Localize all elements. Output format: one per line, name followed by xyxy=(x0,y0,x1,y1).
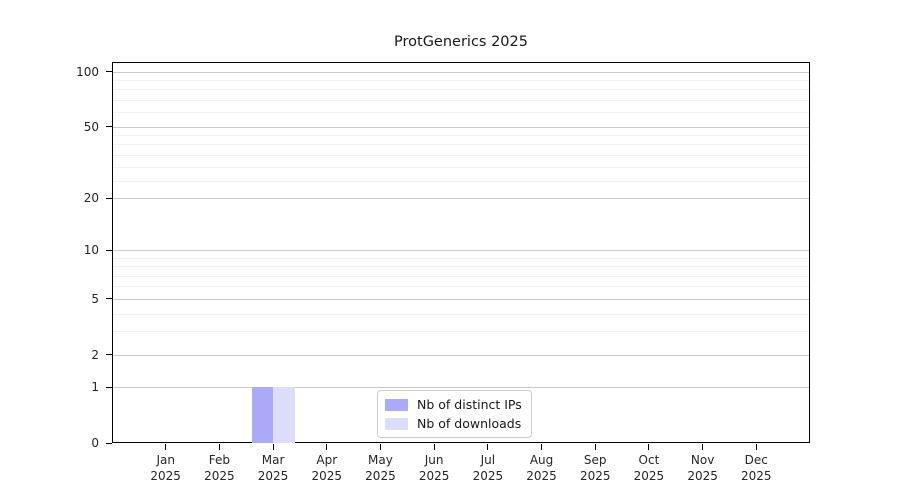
y-axis-tick-label: 1 xyxy=(91,380,99,395)
legend-label-distinct-ips: Nb of distinct IPs xyxy=(417,397,522,412)
x-axis-tick-label: Mar 2025 xyxy=(257,453,289,484)
legend: Nb of distinct IPs Nb of downloads xyxy=(377,390,532,438)
y-axis-tick xyxy=(106,126,112,128)
minor-gridline xyxy=(112,80,810,82)
x-axis-tick xyxy=(755,444,757,450)
x-axis-tick-label: Oct 2025 xyxy=(633,453,665,484)
major-gridline xyxy=(112,387,810,389)
bar-nb-of-downloads-mar xyxy=(273,387,295,443)
major-gridline xyxy=(112,354,810,356)
x-axis-tick-label: May 2025 xyxy=(365,453,396,484)
y-axis-tick-label: 5 xyxy=(91,291,99,306)
chart-title: ProtGenerics 2025 xyxy=(394,34,528,50)
x-axis-tick-label: Apr 2025 xyxy=(311,453,343,484)
x-axis-tick xyxy=(648,444,650,450)
x-axis-tick xyxy=(594,444,596,450)
minor-gridline xyxy=(112,135,810,136)
minor-gridline xyxy=(112,166,810,168)
major-gridline xyxy=(112,126,810,128)
plot-area xyxy=(112,62,810,443)
x-axis-tick xyxy=(379,444,381,450)
x-axis-tick xyxy=(165,444,167,450)
minor-gridline xyxy=(112,313,810,315)
y-axis-tick-label: 50 xyxy=(83,119,99,134)
minor-gridline xyxy=(112,286,810,288)
y-axis-tick xyxy=(106,71,112,73)
minor-gridline xyxy=(112,275,810,277)
y-axis-tick xyxy=(106,298,112,300)
minor-gridline xyxy=(112,89,810,91)
y-axis-tick xyxy=(106,442,112,444)
x-axis-tick-label: Aug 2025 xyxy=(526,453,557,484)
minor-gridline xyxy=(112,112,810,114)
legend-item-distinct-ips: Nb of distinct IPs xyxy=(385,397,522,412)
x-axis-tick-label: Sep 2025 xyxy=(579,453,611,484)
x-axis-tick xyxy=(218,444,220,450)
x-axis-tick-label: Nov 2025 xyxy=(687,453,718,484)
major-gridline xyxy=(112,298,810,300)
x-axis-tick-label: Dec 2025 xyxy=(741,453,772,484)
y-axis-tick xyxy=(106,386,112,388)
y-axis-tick-label: 100 xyxy=(76,64,99,79)
x-axis-tick-label: Jun 2025 xyxy=(418,453,450,484)
major-gridline xyxy=(112,198,810,200)
x-axis-tick xyxy=(433,444,435,450)
y-axis-tick-label: 20 xyxy=(83,191,99,206)
y-axis-tick-label: 10 xyxy=(83,243,99,258)
major-gridline xyxy=(112,250,810,252)
y-axis-tick xyxy=(106,354,112,356)
x-axis-tick xyxy=(702,444,704,450)
minor-gridline xyxy=(112,257,810,259)
bar-nb-of-distinct-ips-mar xyxy=(251,387,274,443)
minor-gridline xyxy=(112,180,810,182)
minor-gridline xyxy=(112,154,810,156)
x-axis-tick xyxy=(487,444,489,450)
y-axis-tick xyxy=(106,197,112,199)
y-axis-tick-label: 0 xyxy=(91,436,99,450)
minor-gridline xyxy=(112,266,810,268)
legend-label-downloads: Nb of downloads xyxy=(417,416,522,431)
legend-item-downloads: Nb of downloads xyxy=(385,416,522,431)
x-axis-tick xyxy=(541,444,543,450)
y-axis-tick xyxy=(106,249,112,251)
minor-gridline xyxy=(112,144,810,146)
x-axis-tick-label: Feb 2025 xyxy=(204,453,235,484)
x-axis-tick-label: Jul 2025 xyxy=(472,453,504,484)
minor-gridline xyxy=(112,100,810,102)
major-gridline xyxy=(112,71,810,73)
x-axis-tick xyxy=(272,444,274,450)
x-axis-tick xyxy=(326,444,328,450)
minor-gridline xyxy=(112,331,810,333)
y-axis-tick-label: 2 xyxy=(91,347,99,362)
legend-swatch-distinct-ips-icon xyxy=(385,398,408,411)
legend-swatch-downloads-icon xyxy=(385,417,408,430)
x-axis-tick-label: Jan 2025 xyxy=(150,453,181,484)
